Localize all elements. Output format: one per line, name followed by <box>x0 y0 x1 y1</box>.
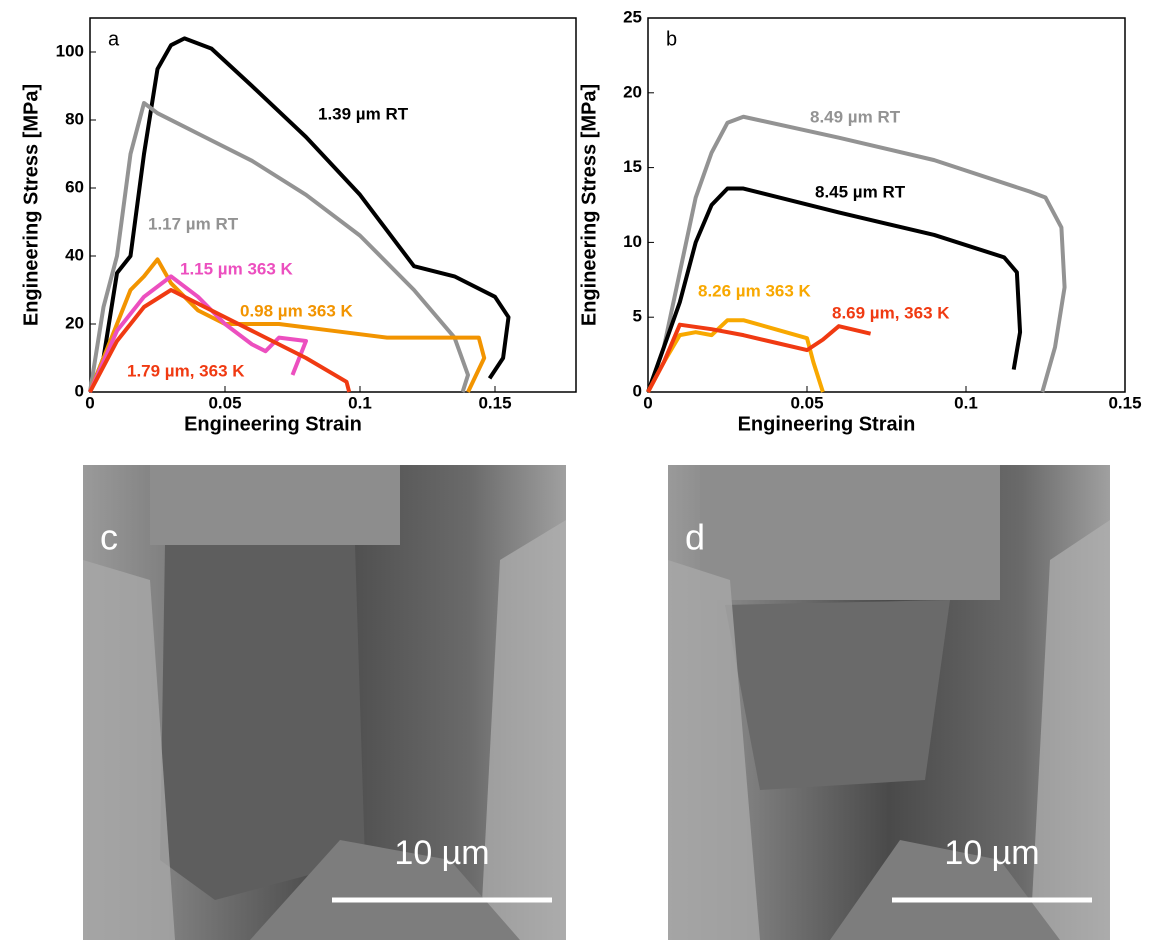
y-tick-label: 40 <box>65 245 84 264</box>
y-axis-label: Engineering Stress [MPa] <box>578 84 600 326</box>
series-label: 1.79 µm, 363 K <box>127 361 245 380</box>
series-label: 8.45 µm RT <box>815 182 906 201</box>
x-tick-label: 0.05 <box>790 393 823 412</box>
plot-frame <box>648 18 1125 392</box>
panel-label: b <box>666 28 677 50</box>
series-label: 8.26 µm 363 K <box>698 281 812 300</box>
figure: c d 10 µm 10 µm 00.050.10.15020406080100… <box>0 0 1154 940</box>
scale-label: 10 µm <box>394 834 489 872</box>
panel-label: d <box>685 517 705 558</box>
panel-label: c <box>100 517 118 558</box>
y-tick-label: 100 <box>56 41 84 60</box>
y-tick-label: 20 <box>65 313 84 332</box>
plot-frame <box>90 18 576 392</box>
panel-label: a <box>108 28 120 50</box>
y-tick-label: 15 <box>623 157 642 176</box>
sem-image-c <box>83 465 566 940</box>
y-tick-label: 0 <box>633 381 642 400</box>
y-tick-label: 60 <box>65 177 84 196</box>
x-axis-label: Engineering Strain <box>184 413 362 435</box>
x-tick-label: 0.05 <box>208 393 241 412</box>
series-label: 1.17 µm RT <box>148 214 239 233</box>
series-label: 8.69 µm, 363 K <box>832 303 950 322</box>
y-axis-label: Engineering Stress [MPa] <box>20 84 42 326</box>
series-label: 8.49 µm RT <box>810 107 901 126</box>
scale-label: 10 µm <box>944 834 1039 872</box>
series-label: 0.98 µm 363 K <box>240 301 354 320</box>
y-tick-label: 10 <box>623 232 642 251</box>
data-line <box>648 320 823 392</box>
series-label: 1.39 µm RT <box>318 104 409 123</box>
y-tick-label: 20 <box>623 82 642 101</box>
y-tick-label: 0 <box>75 381 84 400</box>
x-tick-label: 0 <box>85 393 94 412</box>
x-tick-label: 0.15 <box>1108 393 1141 412</box>
x-tick-label: 0.1 <box>954 393 978 412</box>
x-tick-label: 0.15 <box>478 393 511 412</box>
x-tick-label: 0.1 <box>348 393 372 412</box>
x-tick-label: 0 <box>643 393 652 412</box>
x-axis-label: Engineering Strain <box>738 413 916 435</box>
data-line <box>648 117 1065 392</box>
y-tick-label: 5 <box>633 307 642 326</box>
y-tick-label: 25 <box>623 7 642 26</box>
sem-image-d <box>668 465 1110 940</box>
series-label: 1.15 µm 363 K <box>180 259 294 278</box>
y-tick-label: 80 <box>65 109 84 128</box>
